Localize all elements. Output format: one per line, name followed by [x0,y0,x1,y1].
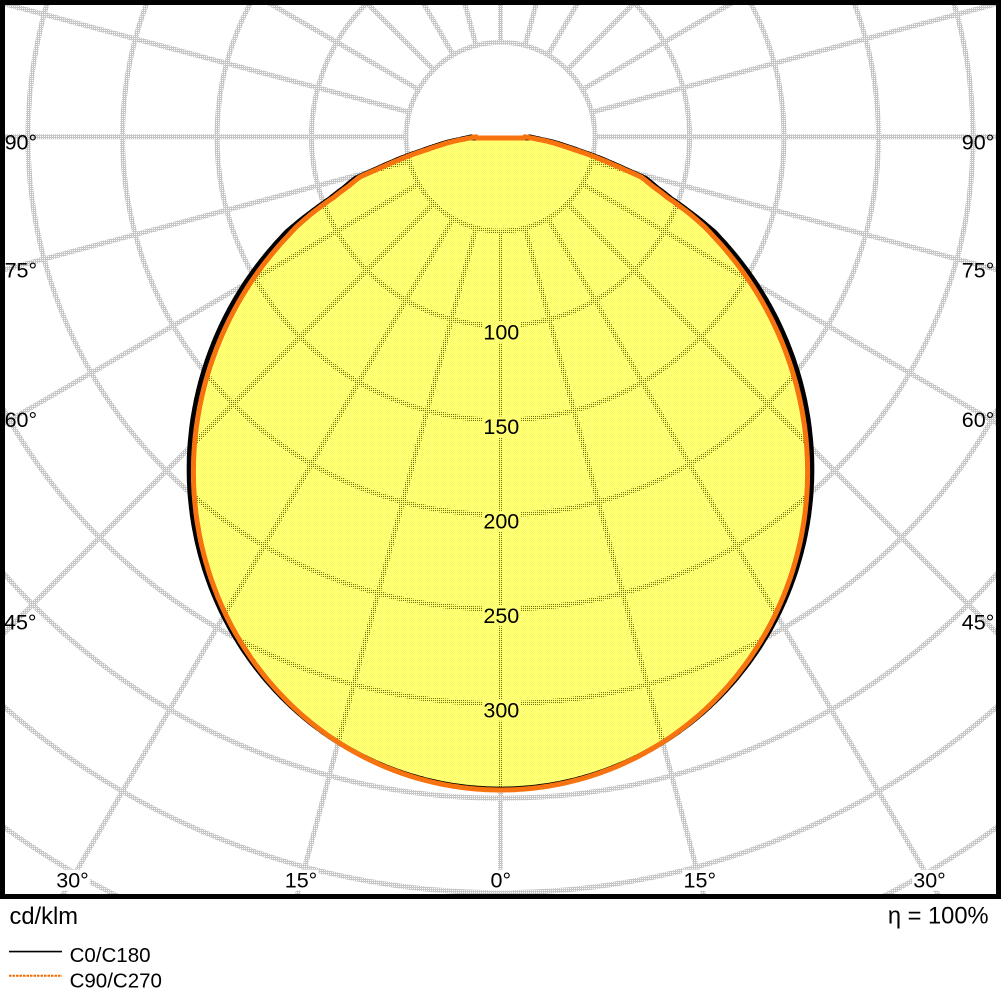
svg-text:15°: 15° [285,869,318,893]
svg-text:75°: 75° [5,259,38,283]
svg-text:300: 300 [483,699,519,723]
svg-text:250: 250 [483,604,519,628]
svg-text:200: 200 [483,510,519,534]
svg-text:90°: 90° [5,131,38,155]
svg-text:C90/C270: C90/C270 [70,969,162,992]
svg-text:30°: 30° [56,869,89,893]
svg-text:90°: 90° [962,131,995,155]
svg-text:45°: 45° [962,611,995,635]
svg-text:150: 150 [483,415,519,439]
svg-text:C0/C180: C0/C180 [70,944,151,967]
svg-text:30°: 30° [913,869,946,893]
svg-text:0°: 0° [491,869,512,893]
svg-text:60°: 60° [962,408,995,432]
svg-text:cd/klm: cd/klm [10,904,78,930]
svg-text:45°: 45° [4,611,37,635]
svg-text:η = 100%: η = 100% [888,904,989,930]
svg-text:100: 100 [483,321,519,345]
svg-text:75°: 75° [962,259,995,283]
svg-text:15°: 15° [684,869,717,893]
svg-text:60°: 60° [5,408,38,432]
